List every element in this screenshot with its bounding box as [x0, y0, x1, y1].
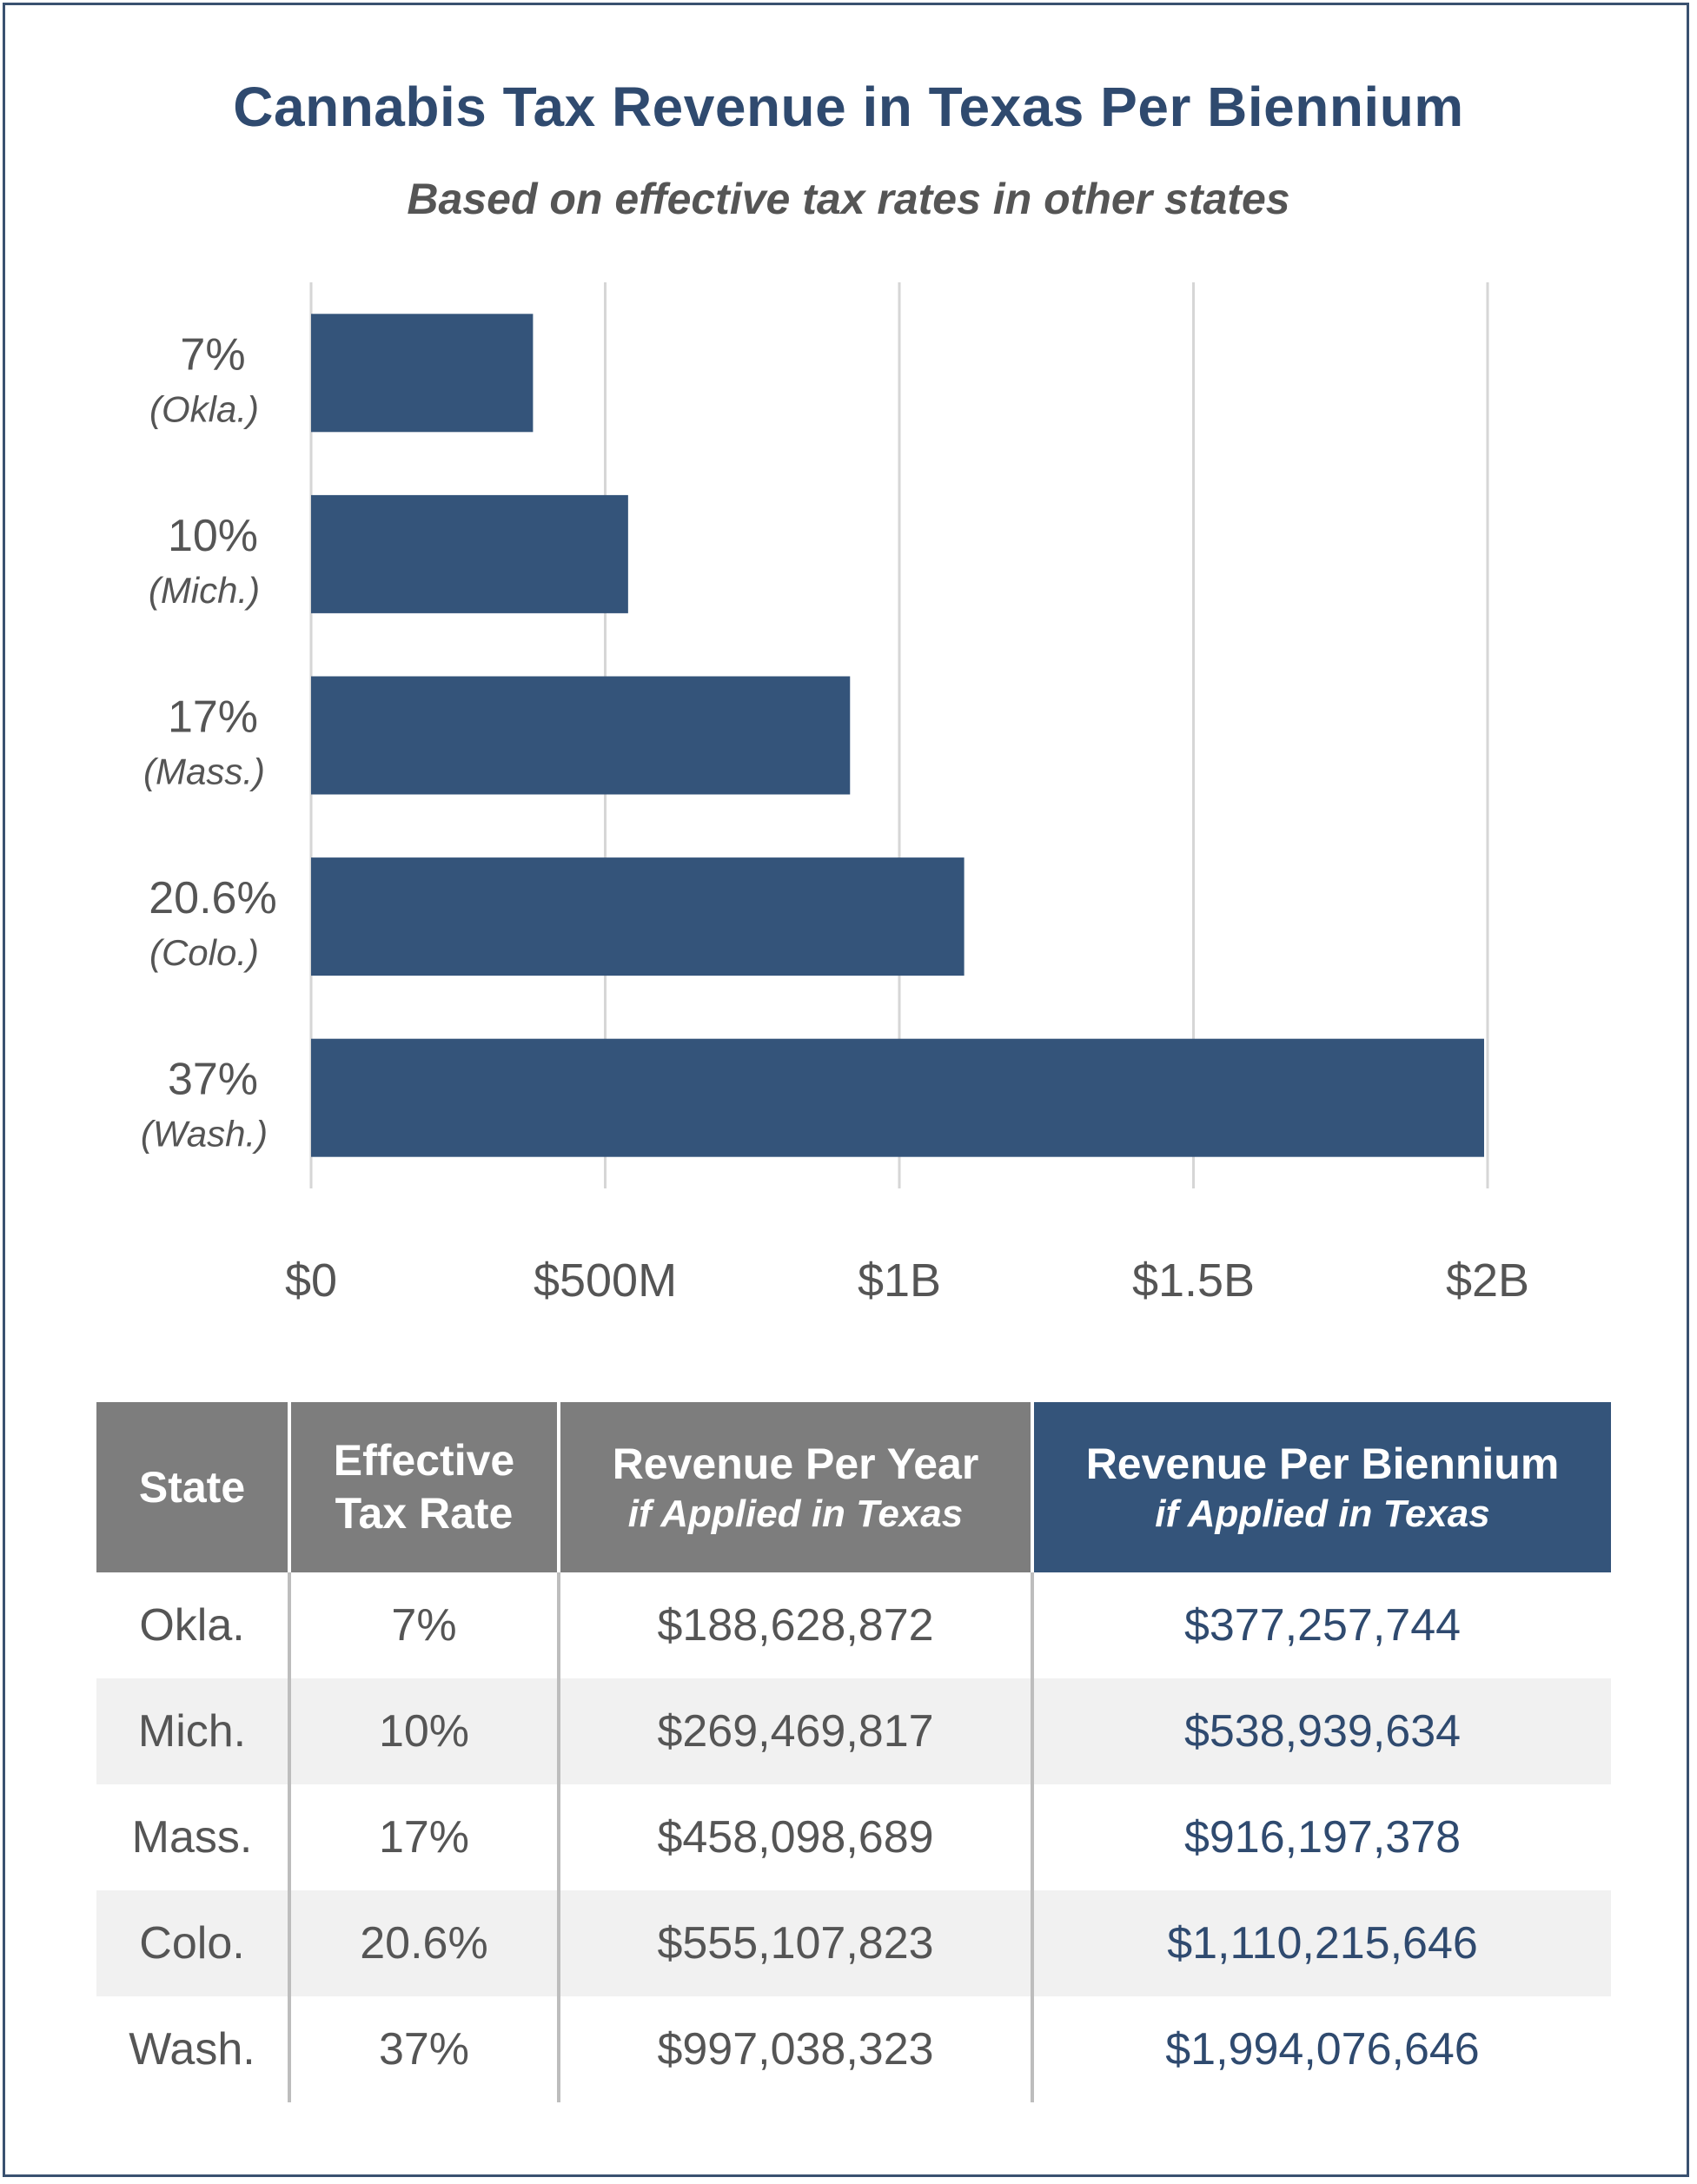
table-header-row: State Effective Tax Rate Revenue Per Yea…: [96, 1402, 1611, 1572]
x-tick-label: $500M: [534, 1254, 677, 1307]
bars: [311, 314, 1484, 1157]
cell-per-year: $555,107,823: [559, 1890, 1034, 1996]
header-revenue-per-year: Revenue Per Year if Applied in Texas: [559, 1402, 1034, 1572]
header-state: State: [96, 1402, 291, 1572]
table-row: Colo. 20.6% $555,107,823 $1,110,215,646: [96, 1890, 1611, 1996]
cell-state: Wash.: [96, 1996, 291, 2102]
category-rate-label: 17%: [168, 692, 258, 743]
x-tick-label: $2B: [1446, 1254, 1529, 1307]
header-revenue-per-biennium-main: Revenue Per Biennium: [1085, 1439, 1560, 1488]
cell-per-year: $997,038,323: [559, 1996, 1034, 2102]
cell-state: Okla.: [96, 1572, 291, 1678]
chart-title: Cannabis Tax Revenue in Texas Per Bienni…: [233, 76, 1464, 138]
header-revenue-per-year-main: Revenue Per Year: [612, 1439, 979, 1488]
category-labels: 7% (Okla.) 10% (Mich.) 17% (Mass.) 20.6% (Colo.…: [141, 329, 277, 1154]
category-state-label: (Wash.): [141, 1114, 268, 1155]
category-state-label: (Colo.): [149, 932, 259, 973]
cell-rate: 7%: [289, 1572, 560, 1678]
header-tax-rate-line2: Tax Rate: [335, 1489, 514, 1538]
table-row: Okla. 7% $188,628,872 $377,257,744: [96, 1572, 1611, 1678]
cell-rate: 10%: [289, 1678, 560, 1784]
category-state-label: (Mass.): [143, 751, 265, 792]
bar-4: [311, 1038, 1484, 1157]
table-row: Wash. 37% $997,038,323 $1,994,076,646: [96, 1996, 1611, 2102]
bar-2: [311, 676, 851, 795]
category-rate-label: 7%: [180, 329, 245, 380]
table-row: Mass. 17% $458,098,689 $916,197,378: [96, 1784, 1611, 1890]
bar-3: [311, 857, 965, 976]
header-tax-rate: Effective Tax Rate: [289, 1402, 560, 1572]
header-tax-rate-line1: Effective: [333, 1436, 515, 1485]
cell-per-biennium: $1,994,076,646: [1165, 2024, 1480, 2075]
category-rate-label: 20.6%: [149, 873, 276, 923]
category-state-label: (Mich.): [149, 570, 260, 611]
header-revenue-per-biennium: Revenue Per Biennium if Applied in Texas: [1032, 1402, 1611, 1572]
cell-state: Colo.: [96, 1890, 291, 1996]
cell-per-biennium: $1,110,215,646: [1032, 1890, 1611, 1996]
bar-1: [311, 494, 628, 613]
x-tick-label: $1B: [858, 1254, 941, 1307]
header-revenue-per-year-sub: if Applied in Texas: [627, 1492, 964, 1535]
bar-chart: 7% (Okla.) 10% (Mich.) 17% (Mass.) 20.6% (Colo.…: [141, 282, 1529, 1307]
cell-state: Mass.: [96, 1784, 291, 1890]
bar-0: [311, 314, 534, 433]
cell-per-year: $269,469,817: [559, 1678, 1034, 1784]
table-row: Mich. 10% $269,469,817 $538,939,634: [96, 1678, 1611, 1784]
cell-per-biennium: $538,939,634: [1032, 1678, 1611, 1784]
x-tick-label: $0: [285, 1254, 337, 1307]
header-revenue-per-biennium-sub: if Applied in Texas: [1155, 1492, 1490, 1535]
cell-per-year: $458,098,689: [559, 1784, 1034, 1890]
x-tick-labels: $0 $500M $1B $1.5B $2B: [285, 1254, 1529, 1307]
page-frame: [3, 3, 1689, 2177]
cell-per-biennium: $377,257,744: [1183, 1600, 1462, 1651]
category-rate-label: 10%: [168, 511, 258, 561]
revenue-table: State Effective Tax Rate Revenue Per Yea…: [96, 1402, 1611, 2102]
cell-rate: 17%: [289, 1784, 560, 1890]
category-state-label: (Okla.): [149, 388, 259, 429]
category-rate-label: 37%: [168, 1055, 258, 1105]
cell-per-year: $188,628,872: [559, 1572, 1034, 1678]
revenue-table-container: State Effective Tax Rate Revenue Per Yea…: [96, 1402, 1611, 2102]
cell-rate: 37%: [289, 1996, 560, 2102]
x-tick-label: $1.5B: [1132, 1254, 1255, 1307]
cell-state: Mich.: [96, 1678, 291, 1784]
cell-rate: 20.6%: [289, 1890, 560, 1996]
cell-per-biennium: $916,197,378: [1183, 1812, 1462, 1863]
chart-subtitle: Based on effective tax rates in other st…: [407, 175, 1290, 223]
